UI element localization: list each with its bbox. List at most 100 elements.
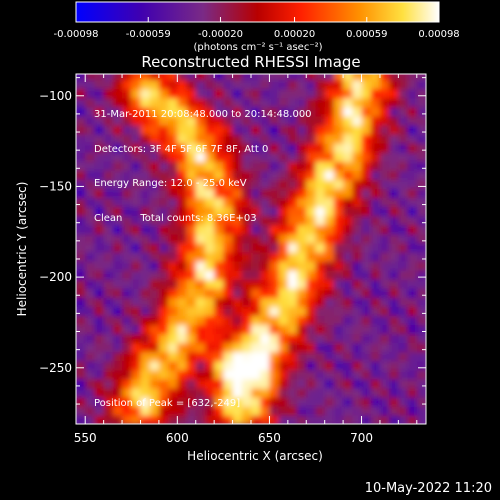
flux-pixel [94,269,105,280]
flux-pixel [398,387,409,398]
flux-pixel [85,360,96,371]
flux-pixel [251,224,262,235]
flux-pixel [168,161,179,171]
flux-pixel [306,179,317,190]
flux-pixel [195,115,206,126]
flux-pixel [297,151,308,162]
flux-pixel [177,342,188,353]
flux-pixel [269,351,280,362]
flux-pixel [297,269,308,280]
flux-pixel [149,333,160,344]
flux-pixel [379,161,390,171]
flux-pixel [214,233,225,244]
flux-pixel [214,133,225,144]
flux-pixel [149,378,160,389]
flux-pixel [103,206,114,217]
flux-pixel [177,297,188,307]
flux-pixel [370,188,381,199]
flux-pixel [158,142,169,153]
flux-pixel [389,170,400,180]
flux-pixel [214,396,225,407]
flux-pixel [168,88,179,99]
flux-pixel [333,215,344,226]
flux-pixel [287,151,298,162]
flux-pixel [168,115,179,126]
flux-pixel [149,74,160,81]
flux-pixel [214,278,225,289]
flux-pixel [352,79,363,90]
flux-pixel [223,161,234,171]
flux-pixel [287,414,298,424]
flux-pixel [278,369,289,380]
flux-pixel [158,151,169,162]
flux-pixel [241,342,252,353]
flux-pixel [103,369,114,380]
flux-pixel [361,106,372,117]
flux-pixel [416,206,426,217]
flux-pixel [76,197,87,208]
flux-pixel [398,396,409,407]
flux-pixel [85,97,96,108]
flux-pixel [251,342,262,353]
flux-pixel [186,278,197,289]
flux-pixel [85,74,96,81]
flux-pixel [407,170,418,180]
flux-pixel [306,206,317,217]
flux-pixel [398,97,409,108]
flux-pixel [232,233,243,244]
flux-pixel [251,88,262,99]
flux-pixel [398,287,409,298]
flux-pixel [315,233,326,244]
flux-pixel [306,79,317,90]
flux-pixel [158,197,169,208]
flux-pixel [287,79,298,90]
flux-pixel [361,206,372,217]
flux-pixel [177,106,188,117]
flux-pixel [241,269,252,280]
flux-pixel [204,151,215,162]
flux-pixel [370,79,381,90]
flux-pixel [287,251,298,262]
flux-pixel [297,287,308,298]
flux-pixel [333,242,344,253]
flux-pixel [241,396,252,407]
flux-pixel [398,133,409,144]
flux-pixel [389,79,400,90]
flux-pixel [186,124,197,135]
flux-pixel [186,170,197,180]
flux-pixel [379,324,390,335]
flux-pixel [343,142,354,153]
flux-pixel [168,360,179,371]
flux-pixel [177,414,188,424]
flux-pixel [76,97,87,108]
flux-pixel [112,324,123,335]
flux-pixel [352,197,363,208]
flux-pixel [361,161,372,171]
flux-pixel [140,378,151,389]
flux-pixel [140,124,151,135]
flux-pixel [223,287,234,298]
flux-pixel [269,224,280,235]
flux-pixel [297,188,308,199]
flux-pixel [398,297,409,307]
flux-pixel [122,224,133,235]
flux-pixel [232,161,243,171]
flux-pixel [407,351,418,362]
flux-pixel [361,378,372,389]
flux-pixel [168,242,179,253]
flux-pixel [85,79,96,90]
flux-pixel [204,170,215,180]
flux-pixel [241,224,252,235]
flux-pixel [260,306,271,316]
flux-pixel [379,387,390,398]
flux-pixel [278,74,289,81]
flux-pixel [177,287,188,298]
flux-pixel [214,161,225,171]
flux-pixel [407,315,418,326]
flux-pixel [287,161,298,171]
flux-pixel [112,396,123,407]
flux-pixel [168,342,179,353]
flux-pixel [370,387,381,398]
flux-pixel [343,333,354,344]
flux-pixel [168,74,179,81]
